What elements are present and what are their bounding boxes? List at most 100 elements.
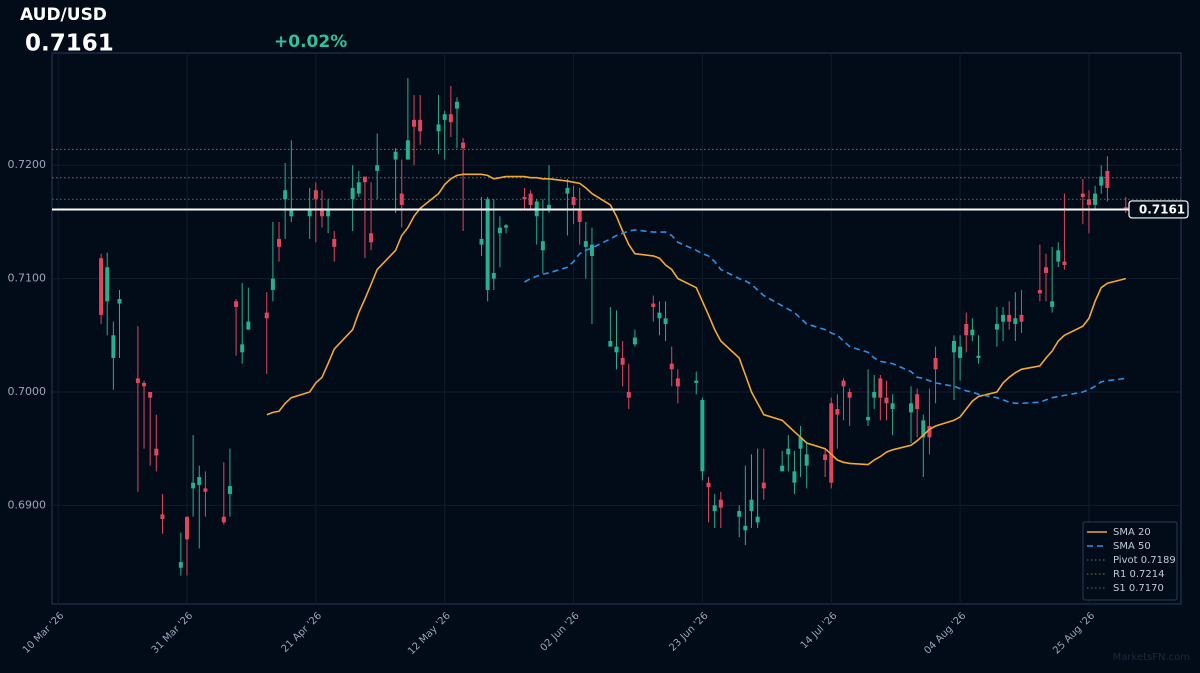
candle <box>393 148 398 213</box>
candle-body <box>375 165 380 171</box>
candle-body <box>626 391 631 398</box>
candle-body <box>1013 318 1018 324</box>
grid <box>52 53 1181 604</box>
candle-body <box>1007 314 1012 322</box>
candle-body <box>283 190 288 200</box>
candle-body <box>1050 301 1055 307</box>
candle <box>246 287 251 330</box>
candle <box>706 477 711 523</box>
candle-body <box>994 323 999 330</box>
candle-body <box>442 114 447 120</box>
candle <box>528 190 533 211</box>
candle-body <box>277 238 282 247</box>
plot-frame <box>51 52 1182 605</box>
candle <box>1086 190 1091 234</box>
candle <box>491 199 496 290</box>
legend-label: Pivot 0.7189 <box>1113 555 1176 566</box>
candle-body <box>184 516 189 540</box>
candle <box>1093 185 1098 211</box>
candle-body <box>964 323 969 336</box>
candle-body <box>522 196 527 200</box>
candle <box>927 388 932 455</box>
candle-body <box>461 142 466 149</box>
candle-body <box>958 346 963 358</box>
candle <box>577 187 582 245</box>
candle-body <box>412 119 417 127</box>
candle-body <box>528 193 533 205</box>
candle <box>841 378 846 421</box>
candle-body <box>976 355 981 358</box>
last-price: 0.7161 <box>25 31 114 57</box>
candle <box>522 187 527 211</box>
candle-body <box>418 119 423 132</box>
legend-label: R1 0.7214 <box>1113 569 1164 580</box>
candle <box>1062 193 1067 270</box>
candle <box>712 494 717 529</box>
candle-body <box>700 399 705 472</box>
candle <box>142 380 147 449</box>
candle <box>565 178 570 236</box>
candle <box>669 346 674 387</box>
candle-body <box>240 344 245 353</box>
candle <box>614 310 619 370</box>
candle <box>976 335 981 364</box>
candle-body <box>1080 193 1085 197</box>
candle-body <box>632 337 637 345</box>
candle-body <box>142 382 147 387</box>
candle-body <box>1056 250 1061 262</box>
candle <box>951 335 956 400</box>
candle-body <box>264 312 269 319</box>
candle-body <box>706 482 711 488</box>
candle <box>804 443 809 489</box>
candle-body <box>675 378 680 387</box>
price-tag-label: 0.7161 <box>1139 202 1185 216</box>
candle <box>289 140 294 222</box>
candle-body <box>1037 289 1042 294</box>
candle-body <box>203 488 208 492</box>
candle <box>884 380 889 421</box>
candle-body <box>761 482 766 489</box>
candle-body <box>669 363 674 370</box>
candle <box>540 199 545 273</box>
candle-body <box>362 176 367 183</box>
candle <box>1105 156 1110 202</box>
candle-body <box>792 471 797 483</box>
candle <box>184 516 189 576</box>
candle <box>326 199 331 234</box>
candle <box>454 97 459 149</box>
candle <box>921 414 926 478</box>
candle <box>504 224 509 234</box>
candle <box>620 340 625 387</box>
candle-body <box>657 312 662 319</box>
candle-body <box>105 267 110 302</box>
candle-body <box>197 477 202 485</box>
candle-body <box>148 391 153 398</box>
candle <box>277 221 282 262</box>
candle <box>332 230 337 262</box>
candle-body <box>847 391 852 398</box>
candle <box>626 363 631 409</box>
candle <box>718 491 723 529</box>
candle <box>792 450 797 495</box>
candle <box>1044 253 1049 302</box>
candle-body <box>909 403 914 413</box>
candle <box>1013 292 1018 341</box>
candle-body <box>718 499 723 508</box>
candle <box>909 386 914 444</box>
candle-body <box>491 272 496 279</box>
candle-body <box>393 151 398 160</box>
candle-body <box>356 182 361 194</box>
candle-body <box>154 448 159 456</box>
candle-body <box>454 101 459 109</box>
candle-body <box>307 210 312 217</box>
candle-body <box>178 562 183 568</box>
candle <box>933 346 938 404</box>
candle <box>375 133 380 200</box>
candle <box>958 335 963 381</box>
candle <box>700 397 705 481</box>
candle-body <box>399 193 404 205</box>
candle-body <box>221 516 226 523</box>
candle-body <box>780 465 785 472</box>
candle-body <box>135 378 140 383</box>
